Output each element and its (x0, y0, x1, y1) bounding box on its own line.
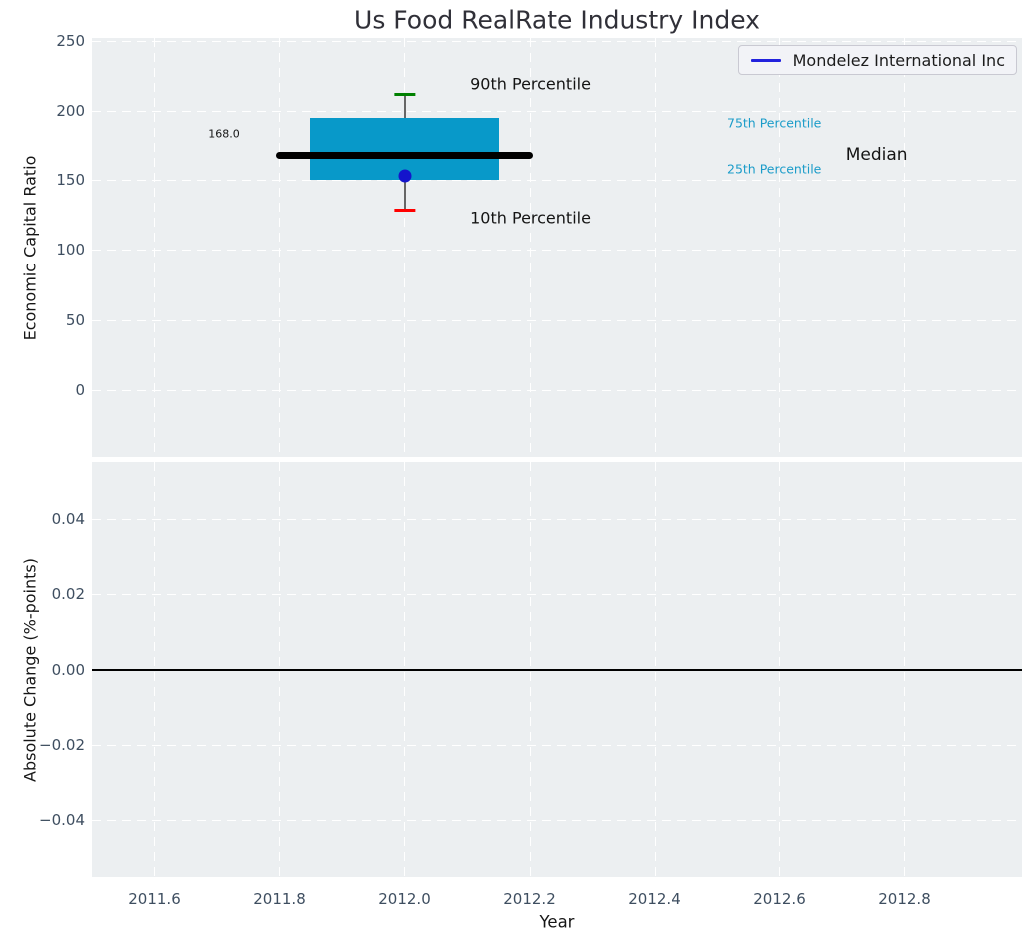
annotation-median: Median (845, 145, 908, 166)
x-axis-label: Year (539, 912, 575, 932)
legend-line-sample (750, 58, 781, 62)
y-tick-label: 100 (56, 241, 85, 260)
x-tick-label: 2012.4 (628, 890, 681, 908)
chart-title: Us Food RealRate Industry Index (354, 5, 760, 35)
annotation-90th-percentile: 90th Percentile (470, 74, 591, 94)
top-plot-area (92, 38, 1022, 457)
gridline-y (92, 111, 1022, 112)
y-tick-label: −0.04 (39, 810, 85, 829)
gridline-y (92, 320, 1022, 321)
y-tick-label: 50 (65, 311, 85, 330)
gridline-y (92, 519, 1022, 520)
median-line (276, 151, 533, 159)
y-tick-label: 0.04 (51, 510, 85, 529)
gridline-x (154, 38, 155, 457)
y-tick-label: 0.02 (51, 585, 85, 604)
x-tick-label: 2012.8 (878, 890, 931, 908)
annotation-10th-percentile: 10th Percentile (470, 208, 591, 228)
gridline-y (92, 594, 1022, 595)
gridline-x (404, 38, 405, 457)
90th-percentile-cap (393, 92, 416, 96)
gridline-y (92, 820, 1022, 821)
annotation-75th-percentile: 75th Percentile (727, 115, 822, 131)
bottom-y-axis-label: Absolute Change (%-points) (20, 557, 40, 782)
y-tick-label: 200 (56, 101, 85, 120)
y-tick-label: −0.02 (39, 735, 85, 754)
gridline-x (655, 38, 656, 457)
x-tick-label: 2012.0 (378, 890, 431, 908)
x-tick-label: 2011.8 (253, 890, 306, 908)
x-tick-label: 2012.6 (753, 890, 806, 908)
y-tick-label: 0 (75, 380, 85, 399)
y-tick-label: 150 (56, 171, 85, 190)
gridline-x (530, 38, 531, 457)
annotation-25th-percentile: 25th Percentile (727, 161, 822, 177)
gridline-x (779, 38, 780, 457)
company-value-marker (398, 169, 411, 183)
legend: Mondelez International Inc (737, 45, 1017, 75)
gridline-y (92, 390, 1022, 391)
x-tick-label: 2011.6 (128, 890, 181, 908)
gridline-y (92, 745, 1022, 746)
legend-label: Mondelez International Inc (792, 50, 1005, 70)
gridline-x (279, 38, 280, 457)
annotation-median-value: 168.0 (208, 127, 240, 141)
gridline-y (92, 670, 1022, 671)
top-y-axis-label: Economic Capital Ratio (20, 155, 40, 340)
gridline-y (92, 41, 1022, 42)
x-tick-label: 2012.2 (503, 890, 556, 908)
gridline-y (92, 180, 1022, 181)
gridline-y (92, 250, 1022, 251)
gridline-x (904, 38, 905, 457)
y-tick-label: 0.00 (51, 660, 85, 679)
10th-percentile-cap (393, 208, 416, 212)
zero-line (92, 668, 1022, 671)
y-tick-label: 250 (56, 31, 85, 50)
